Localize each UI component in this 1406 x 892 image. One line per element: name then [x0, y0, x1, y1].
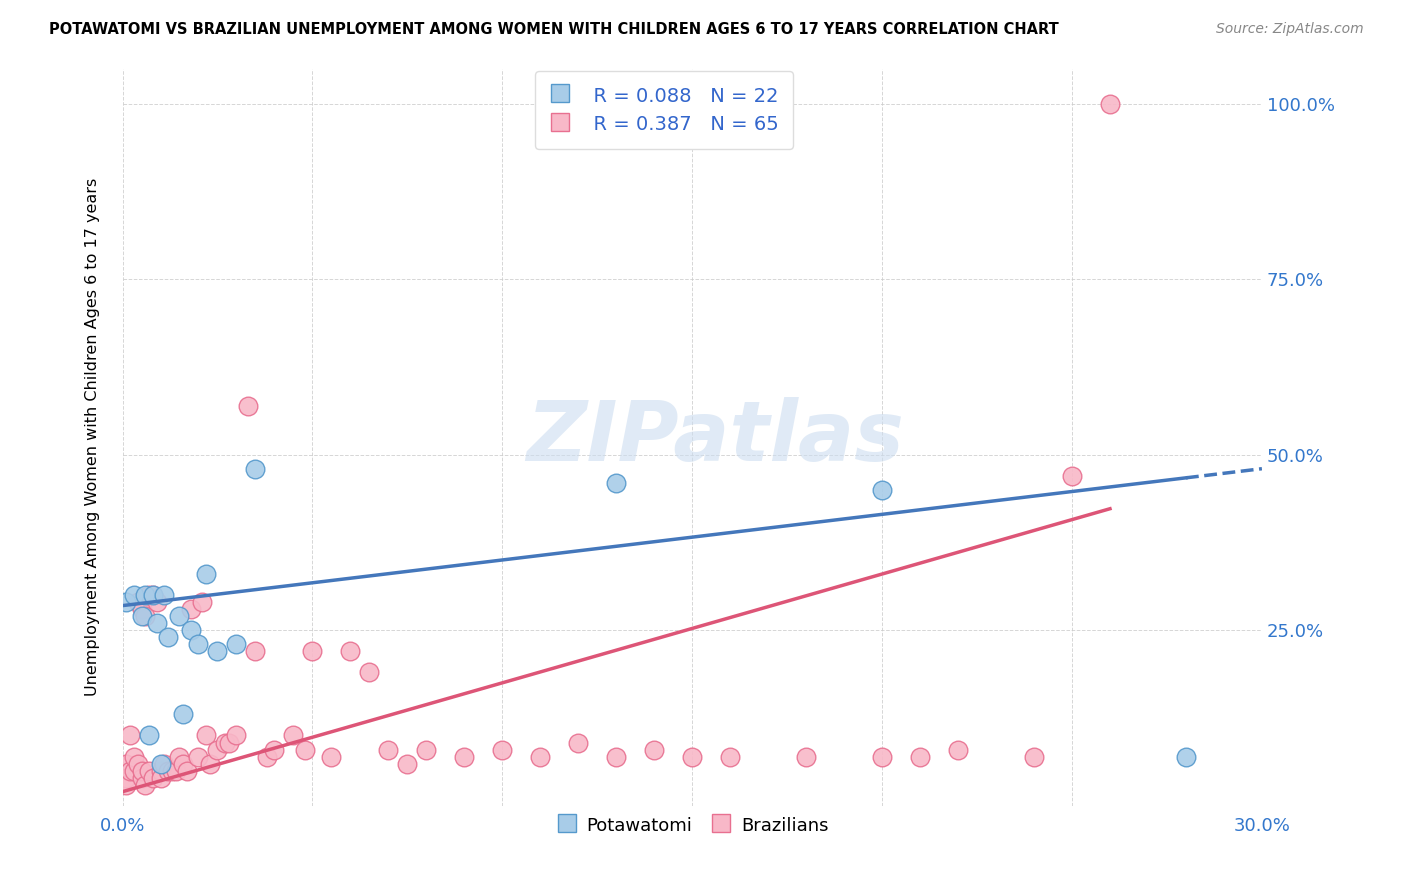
- Point: [718, 749, 741, 764]
- Point: [453, 749, 475, 764]
- Point: [1060, 468, 1083, 483]
- Point: [142, 588, 165, 602]
- Point: [122, 764, 145, 778]
- Text: Source: ZipAtlas.com: Source: ZipAtlas.com: [1216, 22, 1364, 37]
- Text: ZIPatlas: ZIPatlas: [526, 397, 904, 477]
- Point: [157, 630, 180, 644]
- Point: [605, 475, 627, 490]
- Point: [127, 595, 149, 609]
- Point: [283, 729, 305, 743]
- Point: [180, 602, 202, 616]
- Point: [153, 588, 176, 602]
- Point: [138, 764, 160, 778]
- Point: [169, 749, 191, 764]
- Point: [169, 609, 191, 624]
- Point: [396, 756, 419, 771]
- Point: [225, 637, 247, 651]
- Point: [605, 749, 627, 764]
- Point: [195, 729, 218, 743]
- Point: [870, 749, 893, 764]
- Point: [491, 742, 513, 756]
- Point: [131, 764, 153, 778]
- Point: [115, 756, 138, 771]
- Point: [145, 616, 167, 631]
- Point: [207, 644, 229, 658]
- Point: [134, 778, 156, 792]
- Point: [138, 588, 160, 602]
- Point: [214, 735, 236, 749]
- Point: [131, 609, 153, 624]
- Point: [142, 771, 165, 785]
- Point: [529, 749, 551, 764]
- Point: [321, 749, 343, 764]
- Point: [160, 764, 183, 778]
- Point: [1098, 96, 1121, 111]
- Point: [131, 602, 153, 616]
- Point: [225, 729, 247, 743]
- Point: [415, 742, 437, 756]
- Point: [115, 595, 138, 609]
- Point: [245, 644, 267, 658]
- Point: [870, 483, 893, 497]
- Point: [115, 778, 138, 792]
- Point: [794, 749, 817, 764]
- Point: [149, 764, 172, 778]
- Point: [149, 771, 172, 785]
- Y-axis label: Unemployment Among Women with Children Ages 6 to 17 years: Unemployment Among Women with Children A…: [86, 178, 100, 697]
- Point: [120, 729, 142, 743]
- Point: [149, 756, 172, 771]
- Point: [145, 595, 167, 609]
- Point: [115, 771, 138, 785]
- Point: [134, 588, 156, 602]
- Point: [157, 764, 180, 778]
- Point: [207, 742, 229, 756]
- Point: [377, 742, 399, 756]
- Point: [294, 742, 316, 756]
- Point: [131, 771, 153, 785]
- Point: [176, 764, 198, 778]
- Point: [187, 637, 209, 651]
- Point: [165, 764, 187, 778]
- Point: [127, 756, 149, 771]
- Point: [142, 588, 165, 602]
- Point: [245, 461, 267, 475]
- Legend: Potawatomi, Brazilians: Potawatomi, Brazilians: [547, 805, 838, 845]
- Point: [256, 749, 278, 764]
- Point: [134, 609, 156, 624]
- Point: [359, 665, 381, 680]
- Point: [172, 707, 194, 722]
- Point: [138, 729, 160, 743]
- Point: [122, 588, 145, 602]
- Point: [180, 623, 202, 637]
- Point: [198, 756, 221, 771]
- Point: [153, 756, 176, 771]
- Point: [567, 735, 589, 749]
- Point: [195, 567, 218, 582]
- Point: [908, 749, 931, 764]
- Point: [191, 595, 214, 609]
- Point: [681, 749, 703, 764]
- Point: [122, 749, 145, 764]
- Point: [1022, 749, 1045, 764]
- Point: [172, 756, 194, 771]
- Text: POTAWATOMI VS BRAZILIAN UNEMPLOYMENT AMONG WOMEN WITH CHILDREN AGES 6 TO 17 YEAR: POTAWATOMI VS BRAZILIAN UNEMPLOYMENT AMO…: [49, 22, 1059, 37]
- Point: [339, 644, 361, 658]
- Point: [218, 735, 240, 749]
- Point: [1174, 749, 1197, 764]
- Point: [718, 96, 741, 111]
- Point: [946, 742, 969, 756]
- Point: [263, 742, 285, 756]
- Point: [120, 764, 142, 778]
- Point: [301, 644, 323, 658]
- Point: [187, 749, 209, 764]
- Point: [236, 399, 259, 413]
- Point: [643, 742, 665, 756]
